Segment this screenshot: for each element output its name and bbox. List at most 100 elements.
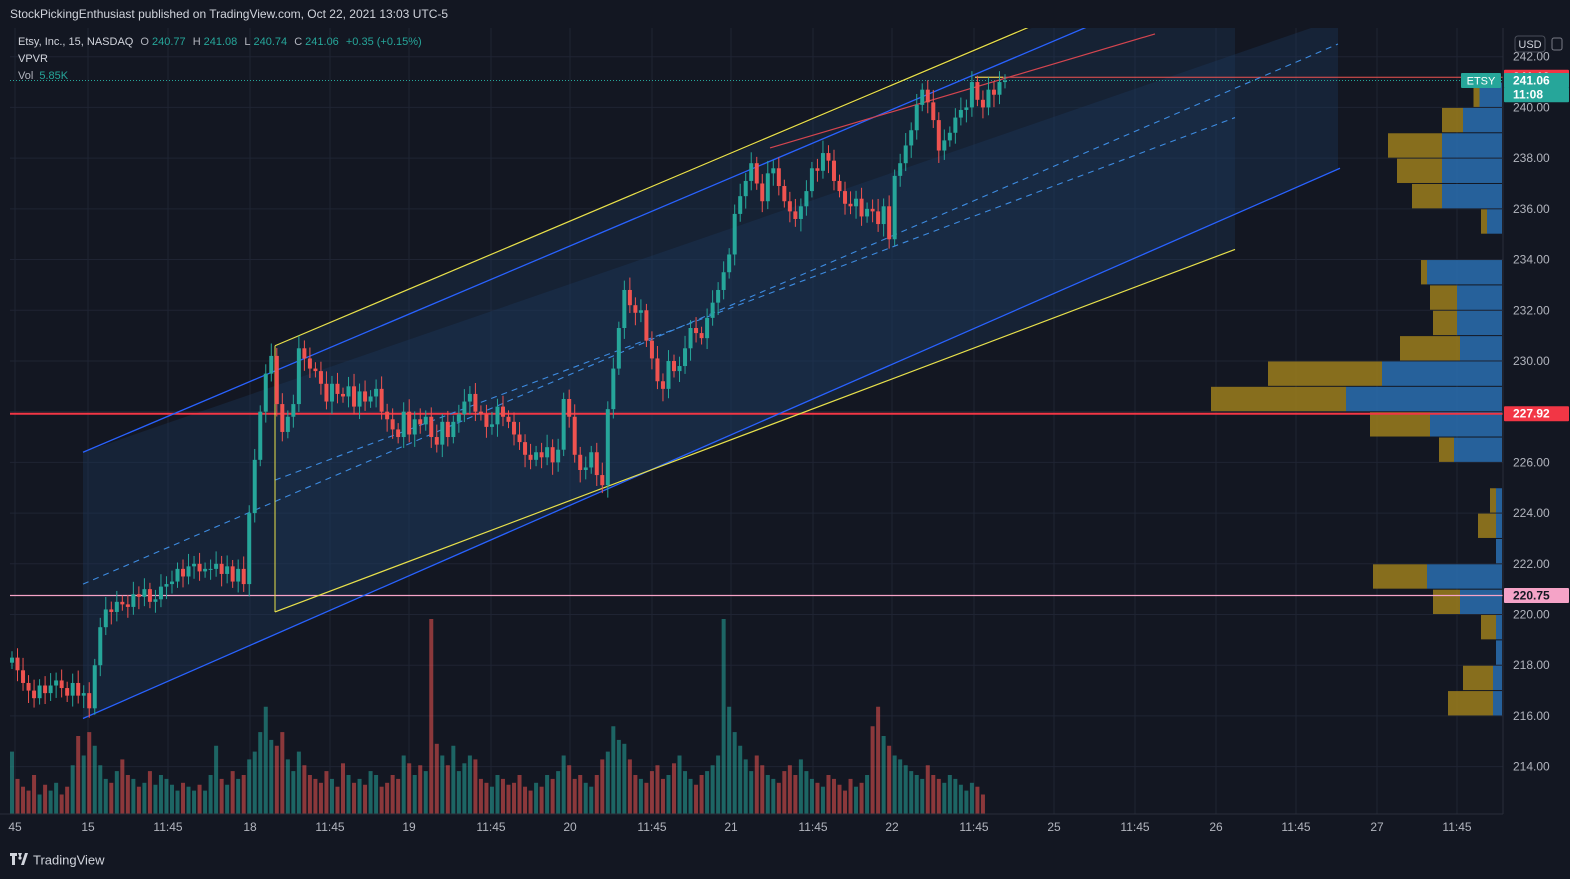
volume-bar [467,755,472,814]
candle-body [914,104,919,131]
volume-bar [352,782,357,814]
vpvr-down-volume [1473,82,1480,107]
candle-body [169,581,174,585]
legend-vpvr[interactable]: VPVR [18,53,48,65]
volume-bar [793,775,798,814]
candle-body [749,163,754,181]
volume-bar [820,786,825,814]
candle-body [324,383,329,402]
candle-body [539,452,544,458]
volume-bar [120,759,125,814]
candle-body [694,328,699,334]
candle-body [561,399,566,450]
channel-area-blue [83,28,1338,719]
candle-body [473,393,478,412]
x-tick-label: 11:45 [1442,820,1471,834]
vpvr-up-volume [1487,209,1502,234]
candle-body [147,589,152,602]
candle-body [241,568,246,585]
candle-body [870,208,875,212]
vpvr-down-volume [1490,488,1496,513]
volume-bar [142,782,147,814]
candle-body [550,447,555,463]
volume-bar [931,775,936,814]
volume-bar [341,763,345,814]
legend-ohlc-row: Etsy, Inc., 15, NASDAQ O 240.77 H 241.08 L… [18,34,426,51]
volume-bar [54,782,59,814]
candle-body [396,429,401,438]
volume-bar [423,771,428,814]
y-tick-label: 234.00 [1513,253,1550,267]
volume-bar [572,778,577,814]
candle-body [1003,80,1007,83]
volume-bar [451,745,456,814]
vpvr-up-volume [1460,336,1502,361]
publisher-text: StockPickingEnthusiast published on Trad… [10,7,449,21]
volume-value: 5.85K [39,70,69,82]
candle-body [754,163,759,184]
candle-body [782,186,787,202]
volume-bar [407,763,412,814]
volume-bar [589,786,594,814]
candle-body [346,386,351,397]
price-chart[interactable]: 214.00 216.00 218.00 220.00 222.00 224.00 226.… [0,28,1570,842]
volume-bar [175,790,180,814]
tradingview-brand[interactable]: TradingView [33,852,105,868]
x-tick-label: 11:45 [315,820,344,834]
candle-body [925,89,930,103]
tradingview-logo-icon[interactable] [10,843,28,879]
candle-body [892,175,897,240]
volume-bar [307,775,312,814]
candle-body [269,355,274,374]
candle-body [660,381,665,389]
publisher-header: StockPickingEnthusiast published on Trad… [0,0,1570,28]
candle-body [484,414,489,427]
candle-body [26,682,31,691]
candle-body [15,657,20,671]
symbol-tag-box [1461,73,1501,89]
vpvr-down-volume [1373,564,1427,589]
volume-bar [699,775,704,814]
candle-body [865,208,870,217]
volume-bar [556,771,561,814]
candle-body [445,421,450,438]
volume-bar [32,775,37,814]
volume-bar [87,732,92,814]
candle-body [843,191,848,204]
volume-bar [181,782,186,814]
candle-body [401,411,406,438]
y-tick-label: 236.00 [1513,202,1550,216]
x-tick-label: 45 [8,820,22,834]
volume-bar [655,765,660,814]
candle-body [263,373,268,412]
candle-body [710,302,715,318]
legend-volume-row[interactable]: Vol 5.85K [18,68,426,85]
candle-body [589,452,594,468]
candle-body [48,685,53,694]
volume-bars [10,619,985,814]
volume-bar [804,771,809,814]
y-tick-label: 240.00 [1513,100,1550,114]
candle-body [407,411,412,435]
trend-channel-drawings [82,28,1341,720]
volume-bar [765,775,770,814]
candle-body [705,317,710,339]
candle-body [677,366,682,372]
candle-body [164,584,169,587]
volume-bar [418,765,423,814]
vpvr-down-volume [1430,285,1457,310]
candle-body [379,388,384,412]
candlesticks [10,71,1007,718]
volume-bar [258,732,263,814]
volume-bar [958,784,963,814]
candle-body [462,401,467,415]
candle-body [208,568,213,570]
candle-body [523,442,528,455]
y-tick-label: 242.00 [1513,50,1550,64]
candle-body [672,360,676,372]
volume-bar [837,784,842,814]
volume-bar [633,775,638,814]
candle-body [732,213,737,255]
price-label-text: 11:08 [1513,88,1543,102]
symbol-info[interactable]: Etsy, Inc., 15, NASDAQ [18,36,134,48]
